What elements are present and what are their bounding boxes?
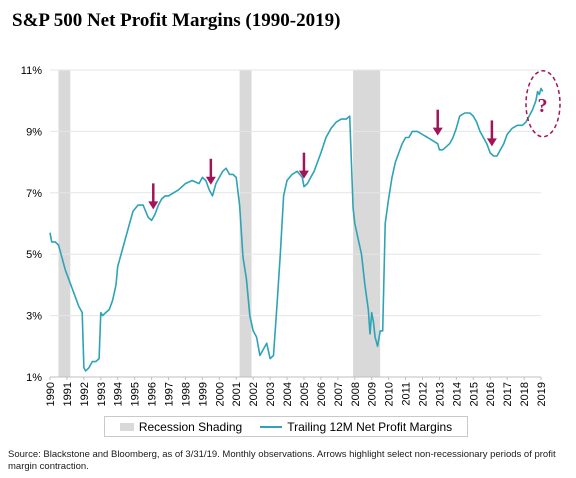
xtick-label-4: 1994 (113, 382, 125, 406)
question-mark: ? (538, 95, 548, 117)
ytick-label-4: 9% (26, 126, 42, 138)
line-swatch-icon (260, 425, 283, 428)
arrow-head-2 (298, 170, 309, 179)
legend-label-recession: Recession Shading (138, 419, 243, 434)
recession-band-2 (353, 70, 381, 377)
xtick-label-20: 2010 (384, 382, 396, 406)
xtick-label-23: 2013 (434, 382, 446, 406)
xtick-label-16: 2006 (316, 382, 328, 406)
ytick-label-5: 11% (21, 65, 42, 77)
xtick-label-8: 1998 (180, 382, 192, 406)
xtick-label-14: 2004 (282, 382, 294, 406)
legend-label-margins: Trailing 12M Net Profit Margins (287, 419, 453, 434)
xtick-label-19: 2009 (367, 382, 379, 406)
xtick-label-10: 2000 (214, 382, 226, 406)
xtick-label-25: 2015 (468, 382, 480, 406)
xtick-label-24: 2014 (451, 382, 463, 406)
ytick-label-3: 7% (26, 188, 42, 200)
xtick-label-26: 2016 (485, 382, 497, 406)
xtick-label-11: 2001 (231, 382, 243, 406)
xtick-label-12: 2002 (248, 382, 260, 406)
xtick-label-18: 2008 (350, 382, 362, 406)
xtick-label-15: 2005 (299, 382, 311, 406)
xtick-label-2: 1992 (79, 382, 91, 406)
ytick-label-1: 3% (26, 311, 42, 323)
source-note: Source: Blackstone and Bloomberg, as of … (8, 449, 556, 472)
gridlines (50, 69, 541, 378)
recession-band-1 (239, 70, 252, 377)
xtick-label-9: 1999 (197, 382, 209, 406)
legend-item-recession: Recession Shading (119, 419, 243, 434)
xtick-label-22: 2012 (417, 382, 429, 406)
xtick-label-6: 1996 (147, 382, 159, 406)
xtick-label-5: 1995 (130, 382, 142, 406)
ytick-label-2: 5% (26, 249, 42, 261)
xtick-label-17: 2007 (333, 382, 345, 406)
recession-band-0 (58, 70, 71, 377)
xtick-label-3: 1993 (96, 382, 108, 406)
question-ellipse (525, 70, 561, 138)
chart-title: S&P 500 Net Profit Margins (1990-2019) (12, 10, 341, 31)
xtick-label-28: 2018 (519, 382, 531, 406)
xtick-label-0: 1990 (45, 382, 57, 406)
annotation-layer: ? (148, 70, 561, 210)
legend: Recession Shading Trailing 12M Net Profi… (104, 416, 468, 437)
xtick-label-1: 1991 (62, 382, 74, 406)
ytick-label-0: 1% (26, 372, 42, 384)
xtick-label-13: 2003 (265, 382, 277, 406)
x-axis-ticks: 1990 1991 1992 1993 1994 1995 1996 1997 1998 1999… (45, 377, 548, 406)
recession-shading-layer (58, 70, 381, 377)
arrow-head-0 (148, 201, 159, 210)
series-line-layer (49, 87, 544, 372)
arrow-head-4 (486, 138, 497, 147)
xtick-label-27: 2017 (502, 382, 514, 406)
arrow-head-1 (205, 176, 216, 185)
xtick-label-21: 2011 (401, 382, 413, 406)
legend-item-margins: Trailing 12M Net Profit Margins (260, 420, 452, 434)
arrow-head-3 (432, 127, 443, 136)
y-axis-ticks: 1% 3% 5% 7% 9% 11% (21, 65, 42, 384)
xtick-label-29: 2019 (536, 382, 548, 406)
series-line-0 (49, 87, 544, 372)
recession-swatch-icon (119, 422, 134, 431)
xtick-label-7: 1997 (164, 382, 176, 406)
